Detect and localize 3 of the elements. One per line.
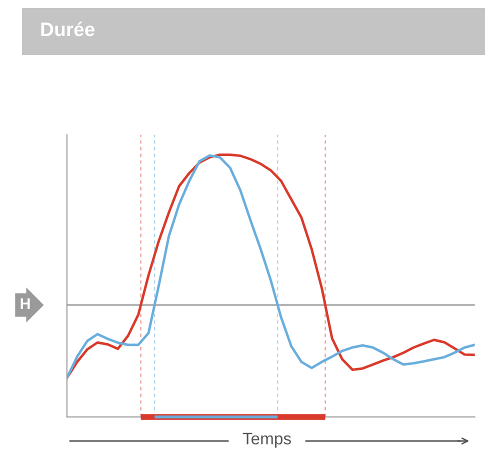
chart-title: Durée: [41, 22, 94, 36]
ref-line-label: H: [20, 298, 30, 309]
x-axis-title: Temps: [242, 432, 291, 448]
